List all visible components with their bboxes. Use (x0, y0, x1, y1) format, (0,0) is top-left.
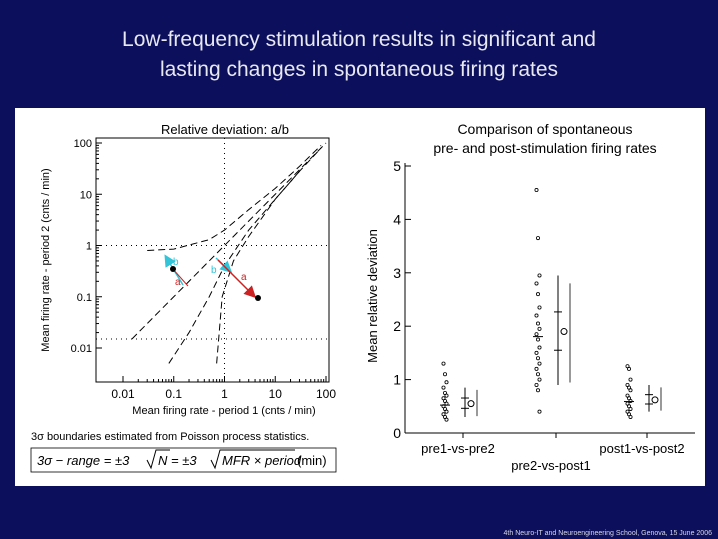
right-y-axis-label: Mean relative deviation (365, 229, 380, 363)
scatter-point (536, 356, 541, 361)
scatter-point (537, 305, 542, 310)
a-arrow-2 (217, 259, 257, 299)
scatter-point (534, 382, 539, 387)
scatter-point (534, 332, 539, 337)
data-point-1 (170, 266, 176, 272)
left-y-axis-label: Mean firing rate - period 2 (cnts / min) (40, 168, 52, 351)
formula-rhs: MFR × period (222, 453, 302, 468)
scatter-point (627, 366, 632, 371)
right-y-tick-label-1: 1 (393, 372, 401, 388)
mean-point-1 (560, 328, 568, 336)
x-tick-label-3: 10 (269, 387, 283, 401)
scatter-point (444, 380, 449, 385)
formula-box (30, 447, 337, 473)
scatter-point (628, 406, 633, 411)
data-point-2 (255, 295, 261, 301)
right-chart-title-line2: pre- and post-stimulation firing rates (433, 140, 656, 156)
scatter-point (444, 417, 449, 422)
mean-point-2 (651, 396, 659, 404)
x-tick-label-0: 0.01 (111, 387, 135, 401)
left-chart-title: Relative deviation: a/b (161, 122, 289, 137)
figure-panel: Relative deviation: a/b 0.01 0.1 1 10 100 100… (15, 108, 705, 486)
right-chart: Comparison of spontaneous pre- and post-… (365, 121, 695, 473)
right-y-tick-label-2: 2 (393, 318, 401, 334)
scatter-point (628, 414, 633, 419)
y-tick-label-3: 0.1 (77, 292, 92, 304)
left-plot-frame (95, 137, 330, 383)
poisson-note: 3σ boundaries estimated from Poisson pro… (31, 431, 309, 443)
boundary-curve-3 (216, 171, 300, 364)
scatter-point (536, 337, 541, 342)
right-y-tick-label-5: 5 (393, 158, 401, 174)
scatter-point (536, 292, 541, 297)
category-label-3: post1-vs-post2 (599, 441, 684, 456)
formula-lhs: 3σ − range = ±3 (37, 453, 130, 468)
a-label-2: a (241, 272, 247, 283)
footer-text: 4th Neuro-IT and Neuroengineering School… (503, 530, 712, 537)
y-tick-label-2: 1 (86, 241, 92, 253)
b-label-1: b (173, 257, 179, 268)
right-y-tick-label-4: 4 (393, 211, 401, 227)
scatter-point (444, 393, 449, 398)
scatter-point (441, 385, 446, 390)
right-axis-ticks: 0 1 2 3 4 5 (393, 158, 648, 441)
y-tick-label-1: 10 (80, 189, 92, 201)
x-tick-label-1: 0.1 (165, 387, 182, 401)
category-label-1: pre1-vs-pre2 (421, 441, 495, 456)
scatter-point (536, 388, 541, 393)
right-chart-title-line1: Comparison of spontaneous (457, 121, 632, 137)
y-tick-label-4: 0.01 (71, 343, 92, 355)
right-y-tick-label-3: 3 (393, 265, 401, 281)
scatter-point (441, 361, 446, 366)
left-axis-ticks: 0.01 0.1 1 10 100 100 10 1 0.1 0.01 (71, 138, 337, 401)
sqrt-sign-2 (210, 449, 295, 470)
a-label-1: a (175, 277, 181, 288)
scatter-point (534, 188, 539, 193)
category-label-2: pre2-vs-post1 (511, 458, 590, 473)
scatter-point (534, 313, 539, 318)
scatter-point (444, 409, 449, 414)
formula: 3σ − range = ±3 N = ±3 MFR × period (min… (37, 449, 327, 470)
sqrt-sign-1 (146, 449, 170, 470)
left-x-axis-label: Mean firing rate - period 1 (cnts / min) (132, 405, 315, 417)
scatter-point (442, 372, 447, 377)
scatter-point (537, 326, 542, 331)
scatter-point (536, 236, 541, 241)
figure-svg: Relative deviation: a/b 0.01 0.1 1 10 100100… (30, 121, 695, 473)
formula-mid: N = ±3 (158, 453, 197, 468)
scatter-point (628, 398, 633, 403)
scatter-point (537, 345, 542, 350)
left-boundary-curves (131, 142, 327, 364)
y-tick-label-0: 100 (74, 138, 92, 150)
mean-point-0 (467, 400, 475, 408)
boundary-curve-0 (131, 142, 327, 340)
scatter-point (628, 377, 633, 382)
scatter-point (534, 366, 539, 371)
boundary-curve-1 (147, 144, 322, 251)
scatter-point (537, 377, 542, 382)
scatter-point (536, 372, 541, 377)
x-tick-label-4: 100 (316, 387, 336, 401)
scatter-point (537, 409, 542, 414)
left-reference-lines (96, 138, 329, 382)
left-chart: Relative deviation: a/b 0.01 0.1 1 10 100100… (30, 122, 337, 473)
scatter-point (628, 388, 633, 393)
x-tick-label-2: 1 (221, 387, 228, 401)
slide-title-line1: Low-frequency stimulation results in sig… (122, 28, 596, 51)
scatter-point (536, 321, 541, 326)
right-y-tick-label-0: 0 (393, 425, 401, 441)
b-label-2: b (211, 265, 217, 276)
boundary-curve-2 (168, 147, 322, 364)
right-scatter-points (440, 188, 662, 422)
slide-title-line2: lasting changes in spontaneous firing ra… (159, 58, 559, 81)
formula-unit: (min) (297, 453, 327, 468)
scatter-point (534, 281, 539, 286)
scatter-point (534, 350, 539, 355)
scatter-point (537, 273, 542, 278)
scatter-point (537, 361, 542, 366)
